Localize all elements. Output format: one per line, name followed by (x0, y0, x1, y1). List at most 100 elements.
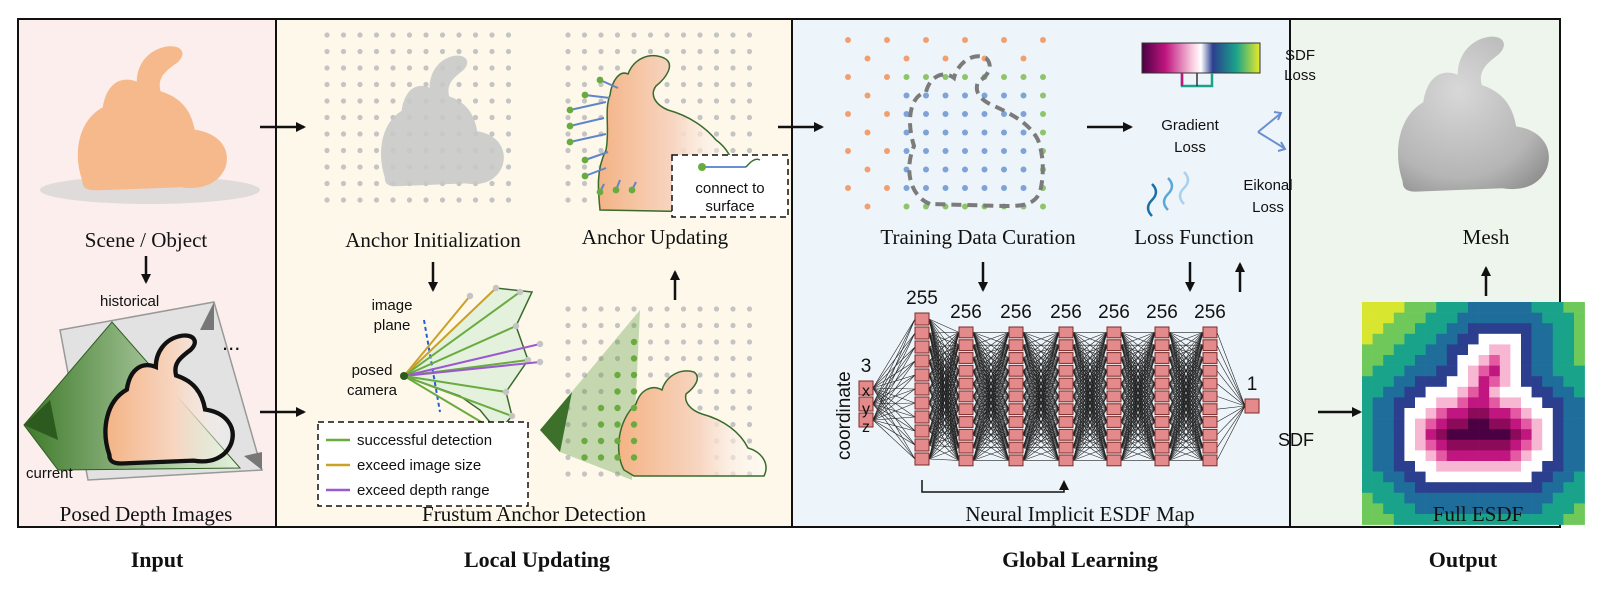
esdf-cell (1468, 429, 1479, 441)
esdf-cell (1478, 429, 1490, 441)
section-output: Output (1429, 547, 1498, 572)
esdf-cell (1478, 397, 1490, 409)
esdf-cell (1362, 302, 1373, 313)
esdf-cell (1499, 418, 1511, 430)
esdf-cell (1574, 312, 1585, 324)
network-node (958, 326, 974, 339)
grid-point (730, 32, 736, 38)
network-node (1058, 364, 1074, 377)
image-plane-label-2: plane (374, 317, 411, 334)
network-edge (872, 360, 916, 405)
esdf-cell (1510, 397, 1522, 409)
esdf-cell (1425, 333, 1437, 345)
network-edge (1120, 421, 1156, 461)
esdf-cell (1563, 514, 1575, 525)
network-edge (972, 434, 1010, 461)
grid-point (614, 65, 621, 71)
anchor-point (566, 106, 574, 114)
network-edge (872, 387, 916, 432)
grid-point (664, 81, 670, 88)
anchor-point (596, 188, 604, 196)
esdf-cell (1478, 514, 1490, 525)
esdf-cell (1415, 355, 1426, 366)
grid-point (505, 48, 512, 55)
training-point (962, 37, 968, 43)
network-edge (928, 383, 960, 460)
network-edge (928, 408, 960, 418)
detected-anchors (581, 338, 638, 461)
network-icon: 3 255 256 256 256 256 256 256 1 (858, 288, 1260, 493)
esdf-cell (1563, 429, 1575, 441)
esdf-cell (1499, 365, 1511, 377)
network-edge (928, 421, 960, 432)
network-edge (872, 387, 916, 418)
network-node (1154, 416, 1170, 428)
esdf-cell (1372, 514, 1384, 525)
training-point (923, 37, 929, 43)
grid-point (340, 81, 347, 88)
detected-anchor (614, 421, 621, 428)
esdf-cell (1457, 323, 1469, 335)
grid-point (406, 81, 413, 88)
network-node (1154, 326, 1170, 339)
network-edge (1168, 434, 1204, 461)
esdf-cell (1446, 471, 1458, 483)
esdf-cell (1542, 397, 1554, 409)
esdf-cell (1499, 323, 1511, 335)
network-edge (1120, 345, 1156, 461)
network-edge (928, 345, 960, 460)
esdf-cell (1425, 355, 1437, 366)
grid-point (390, 48, 396, 55)
training-caption: Training Data Curation (880, 225, 1076, 249)
network-node (1202, 339, 1218, 352)
esdf-cell (1425, 312, 1437, 324)
esdf-cell (1521, 323, 1532, 335)
grid-point (598, 372, 604, 378)
network-edge (872, 387, 916, 390)
esdf-cell (1436, 514, 1448, 525)
training-point (864, 203, 871, 210)
esdf-cell (1383, 323, 1395, 335)
legend-success: successful detection (357, 432, 492, 449)
esdf-cell (1362, 312, 1373, 324)
network-edge (928, 370, 960, 376)
esdf-cell (1436, 429, 1448, 441)
network-edge (928, 346, 960, 423)
anchor-init-caption: Anchor Initialization (345, 228, 521, 252)
grid-point (746, 48, 753, 55)
grid-point (324, 164, 330, 170)
network-edge (1120, 370, 1156, 461)
esdf-cell (1510, 323, 1522, 335)
esdf-cell (1574, 450, 1585, 462)
esdf-cell (1542, 471, 1554, 483)
training-point (1001, 166, 1007, 173)
esdf-cell (1425, 450, 1437, 462)
esdf-cell (1489, 302, 1501, 313)
grid-point (598, 147, 604, 154)
network-node (914, 438, 930, 452)
esdf-cell (1468, 312, 1479, 324)
esdf-cell (1510, 471, 1522, 483)
network-edge (1168, 345, 1204, 461)
training-point (845, 148, 851, 154)
network-edge (928, 374, 960, 397)
esdf-cell (1489, 471, 1501, 483)
detection-ray (403, 295, 471, 377)
esdf-cell (1415, 461, 1426, 472)
grid-point (581, 131, 588, 137)
network-edge (1168, 332, 1204, 423)
training-point (942, 92, 949, 99)
esdf-cell (1531, 514, 1543, 525)
esdf-cell (1521, 418, 1532, 430)
grid-point (565, 32, 571, 38)
grid-point (565, 81, 571, 88)
grid-point (581, 114, 588, 121)
network-edge (872, 318, 916, 389)
esdf-cell (1574, 503, 1585, 515)
grid-point (340, 131, 347, 137)
training-point (942, 166, 949, 173)
network-node (1008, 377, 1024, 390)
esdf-cell (1457, 514, 1469, 525)
grid-point (324, 48, 330, 55)
current-label: current (26, 465, 74, 482)
